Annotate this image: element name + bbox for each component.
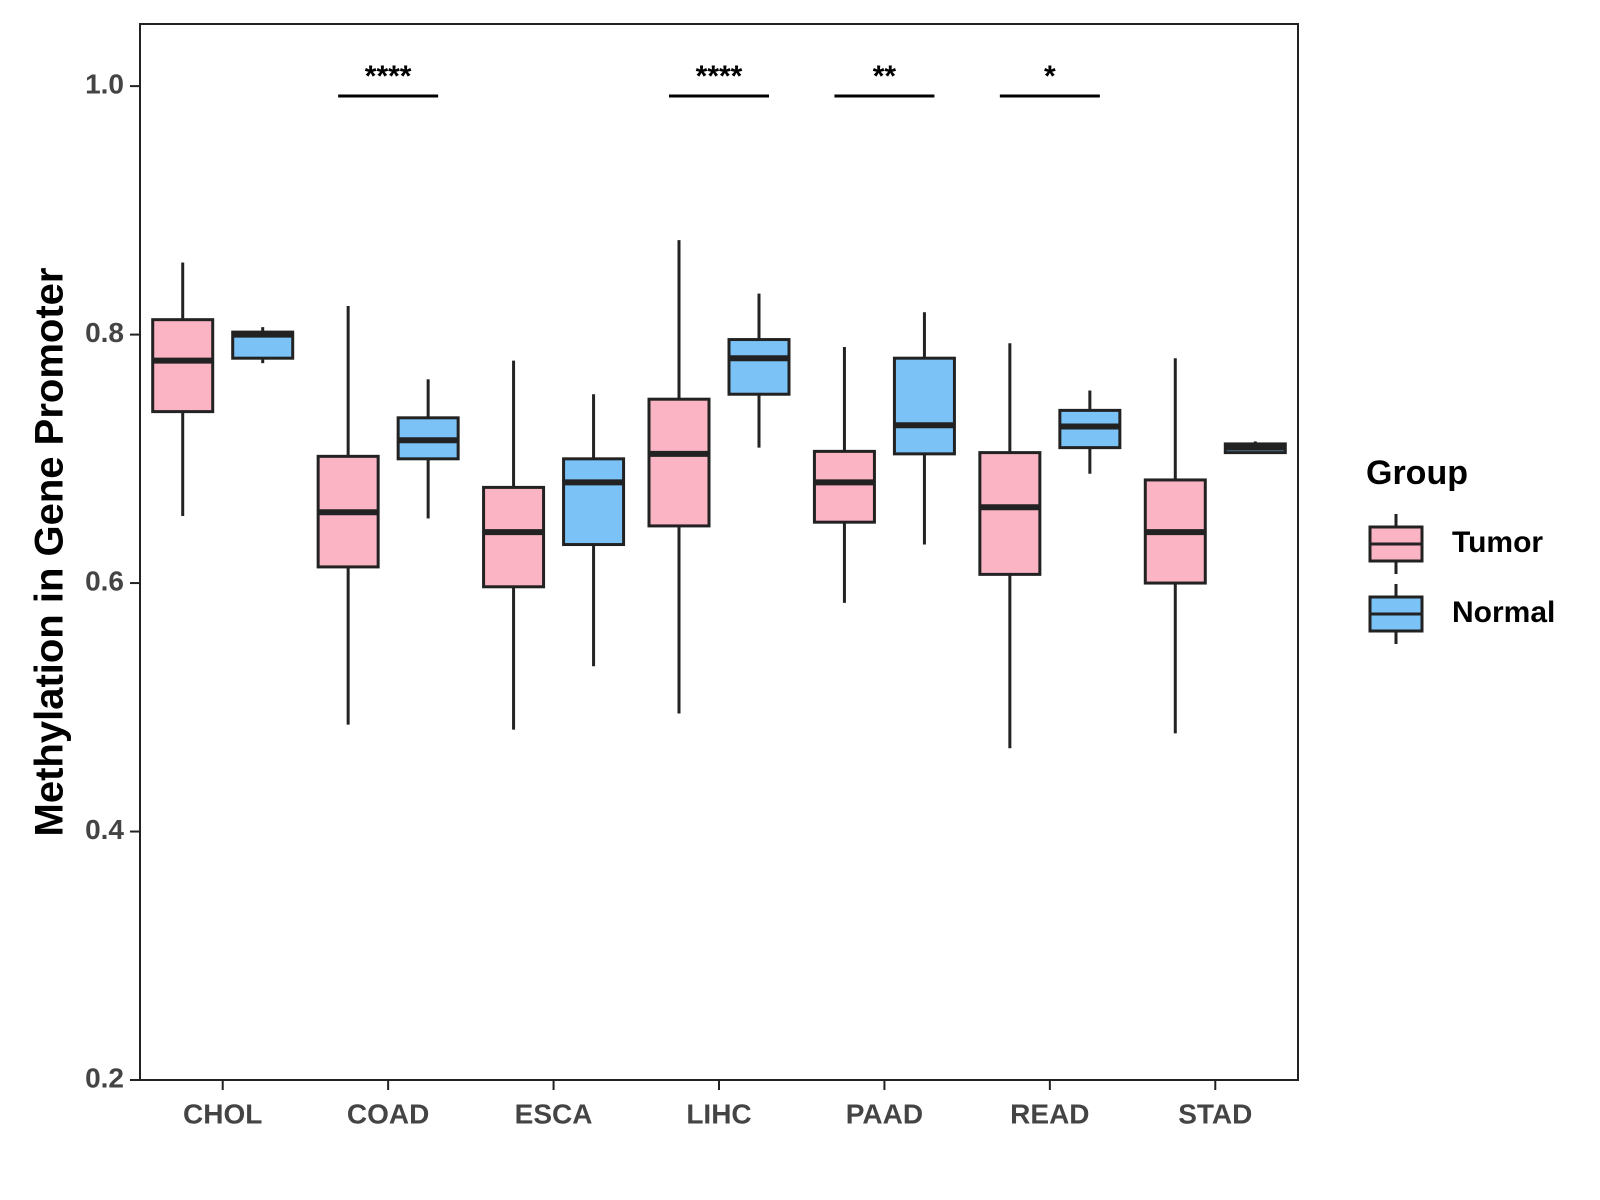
significance-label: **** bbox=[696, 60, 743, 93]
legend-entry-tumor: Tumor bbox=[1368, 514, 1543, 574]
x-tick-label: LIHC bbox=[686, 1098, 751, 1129]
significance-lihc: **** bbox=[669, 60, 769, 98]
box-normal-read bbox=[1058, 390, 1122, 474]
significance-label: **** bbox=[365, 60, 412, 93]
x-axis: CHOL COAD ESCA LIHC PAAD READ STAD bbox=[183, 1080, 1252, 1129]
significance-coad: **** bbox=[338, 60, 439, 98]
legend-entries: Tumor Normal bbox=[1368, 514, 1555, 644]
box-tumor-paad bbox=[812, 347, 876, 603]
box-tumor-stad bbox=[1143, 358, 1207, 734]
x-tick-label: COAD bbox=[347, 1098, 429, 1129]
x-tick-label: CHOL bbox=[183, 1098, 262, 1129]
x-tick-label: ESCA bbox=[515, 1098, 593, 1129]
y-tick-label: 0.4 bbox=[85, 814, 124, 845]
legend-label: Normal bbox=[1452, 596, 1555, 629]
legend: Group Tumor Normal bbox=[1366, 454, 1555, 644]
box-body bbox=[978, 451, 1042, 576]
box-body bbox=[727, 338, 791, 396]
y-tick-label: 0.6 bbox=[85, 565, 124, 596]
y-tick-label: 1.0 bbox=[85, 69, 124, 100]
box-normal-lihc bbox=[727, 293, 791, 448]
box-tumor-lihc bbox=[647, 240, 711, 714]
legend-label: Tumor bbox=[1452, 526, 1543, 559]
significance-label: ** bbox=[873, 60, 897, 93]
box-normal-coad bbox=[396, 379, 460, 519]
box-body bbox=[562, 457, 626, 547]
box-body bbox=[647, 397, 711, 528]
plot-panel bbox=[139, 23, 1299, 1081]
box-tumor-chol bbox=[151, 262, 215, 516]
significance-paad: ** bbox=[834, 60, 935, 98]
box-body bbox=[482, 485, 546, 589]
box-tumor-read bbox=[978, 343, 1042, 749]
y-tick-label: 0.8 bbox=[85, 317, 124, 348]
box-body bbox=[812, 449, 876, 524]
legend-entry-normal: Normal bbox=[1368, 584, 1555, 644]
significance-read: * bbox=[999, 60, 1100, 98]
y-axis-title: Methylation in Gene Promoter bbox=[28, 268, 72, 837]
box-normal-paad bbox=[892, 312, 956, 545]
box-tumor-esca bbox=[482, 360, 546, 730]
box-normal-stad bbox=[1223, 441, 1287, 455]
significance-label: * bbox=[1044, 60, 1056, 93]
box-normal-esca bbox=[562, 394, 626, 667]
significance-annotations: **** **** ** * bbox=[338, 60, 1100, 98]
box-body bbox=[151, 318, 215, 414]
legend-title: Group bbox=[1366, 454, 1468, 492]
box-layer bbox=[151, 240, 1287, 749]
y-tick-label: 0.2 bbox=[85, 1062, 124, 1093]
box-tumor-coad bbox=[316, 306, 380, 725]
x-tick-label: PAAD bbox=[846, 1098, 923, 1129]
x-tick-label: STAD bbox=[1178, 1098, 1252, 1129]
box-normal-chol bbox=[231, 327, 295, 364]
box-body bbox=[892, 356, 956, 456]
x-tick-label: READ bbox=[1010, 1098, 1089, 1129]
y-axis: 0.2 0.4 0.6 0.8 1.0 bbox=[85, 69, 140, 1093]
